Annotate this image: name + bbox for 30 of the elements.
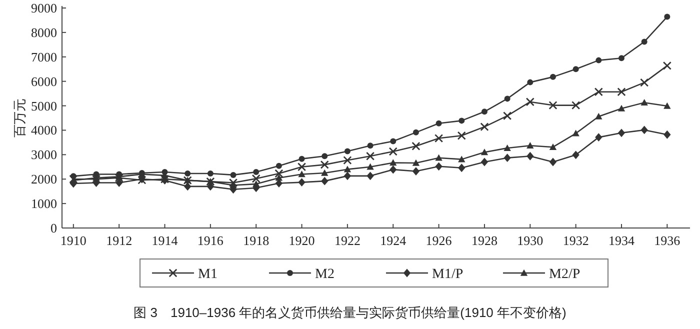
y-tick-label: 1000 bbox=[31, 196, 57, 212]
y-tick-label: 8000 bbox=[31, 24, 57, 40]
y-tick-label: 4000 bbox=[31, 122, 57, 138]
x-tick-label: 1914 bbox=[152, 233, 178, 248]
x-tick-label: 1916 bbox=[197, 233, 224, 248]
legend-label: M1/P bbox=[432, 267, 464, 282]
y-tick-label: 7000 bbox=[31, 49, 57, 64]
y-tick-label: 9000 bbox=[31, 0, 57, 16]
y-tick-label: 6000 bbox=[31, 74, 57, 89]
x-tick-label: 1922 bbox=[334, 233, 360, 248]
x-tick-label: 1930 bbox=[517, 233, 544, 248]
legend-label: M1 bbox=[198, 267, 218, 282]
x-tick-label: 1936 bbox=[654, 233, 681, 248]
y-tick-label: 2000 bbox=[31, 172, 57, 187]
y-axis-title: 百万元 bbox=[12, 98, 27, 138]
y-tick-label: 3000 bbox=[31, 147, 57, 162]
x-tick-label: 1920 bbox=[288, 233, 315, 248]
caption: 图 3 1910–1936 年的名义货币供给量与实际货币供给量(1910 年不变价格) bbox=[134, 305, 566, 320]
x-tick-label: 1932 bbox=[562, 233, 589, 248]
y-tick-label: 0 bbox=[50, 220, 57, 236]
x-tick-label: 1924 bbox=[380, 233, 407, 248]
x-tick-label: 1934 bbox=[608, 233, 635, 248]
legend-label: M2/P bbox=[549, 267, 580, 282]
x-tick-label: 1912 bbox=[106, 233, 132, 248]
legend-label: M2 bbox=[315, 267, 334, 282]
x-tick-label: 1918 bbox=[243, 233, 270, 248]
y-tick-label: 5000 bbox=[31, 98, 57, 114]
x-tick-label: 1910 bbox=[60, 233, 86, 248]
x-tick-label: 1926 bbox=[426, 233, 452, 248]
x-tick-label: 1928 bbox=[471, 233, 498, 248]
